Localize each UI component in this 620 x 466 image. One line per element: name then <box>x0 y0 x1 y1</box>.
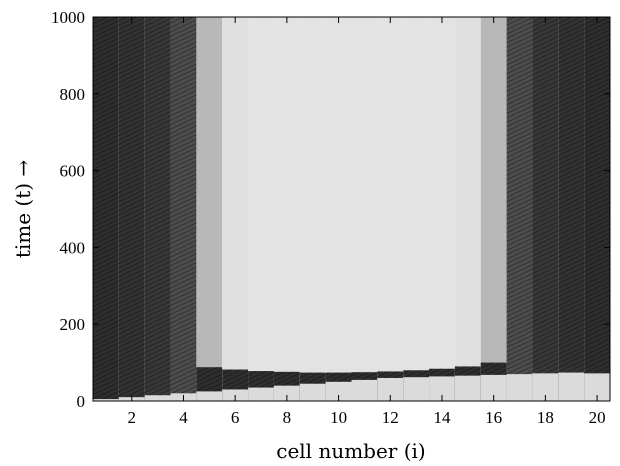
heatmap-texture-19 <box>558 17 585 401</box>
heatmap-front-12 <box>377 377 404 401</box>
heatmap-front-7 <box>248 387 274 401</box>
heatmap-front-13 <box>403 377 430 401</box>
heatmap-texture-4 <box>170 17 197 401</box>
heatmap-texture-20 <box>584 17 610 401</box>
y-tick-label: 600 <box>60 162 86 181</box>
heatmap-front-3 <box>144 395 171 401</box>
heatmap-cell-11 <box>351 17 378 401</box>
plot-frame <box>92 16 611 402</box>
heatmap-texture-3 <box>144 17 171 401</box>
y-tick-label: 200 <box>60 315 86 334</box>
x-tick-label: 10 <box>330 408 347 427</box>
x-tick-label: 4 <box>179 408 188 427</box>
heatmap-front-17 <box>506 374 533 401</box>
heatmap-texture-18 <box>532 17 559 401</box>
y-axis: 0 200 400 600 800 1000 <box>51 8 610 411</box>
x-tick-label: 16 <box>485 408 502 427</box>
x-tick-label: 20 <box>589 408 606 427</box>
heatmap-cell-6 <box>222 17 249 401</box>
heatmap-texture-2 <box>118 17 145 401</box>
heatmap-front-8 <box>273 385 300 401</box>
heatmap-cell-10 <box>325 17 352 401</box>
y-tick-label: 1000 <box>51 8 85 27</box>
heatmap-texture-17 <box>506 17 533 401</box>
x-tick-label: 18 <box>537 408 554 427</box>
heatmap-front-9 <box>299 383 326 401</box>
x-tick-label: 14 <box>433 408 451 427</box>
x-tick-label: 8 <box>283 408 292 427</box>
heatmap-texture-1 <box>93 17 119 401</box>
y-tick-label: 0 <box>77 392 86 411</box>
y-tick-label: 800 <box>60 85 86 104</box>
y-tick-label: 400 <box>60 238 86 257</box>
heatmap-cell-9 <box>299 17 326 401</box>
x-tick-label: 2 <box>128 408 137 427</box>
heatmap-front-11 <box>351 379 378 401</box>
heatmap-cell-5 <box>196 17 223 401</box>
y-axis-label: time (t) → <box>11 160 35 259</box>
heatmap-cell-16 <box>480 17 507 401</box>
x-tick-label: 6 <box>231 408 240 427</box>
heatmap-cell-14 <box>429 17 455 401</box>
x-axis-label: cell number (i) <box>276 439 425 463</box>
x-axis: 2 4 6 8 10 12 14 16 18 20 <box>128 17 606 427</box>
heatmap-cell-13 <box>403 17 430 401</box>
heatmap-front-15 <box>454 375 481 401</box>
heatmap-front-19 <box>558 372 585 401</box>
heatmap-cell-15 <box>454 17 481 401</box>
heatmap-front-10 <box>325 381 352 401</box>
heatmap-cell-8 <box>273 17 300 401</box>
heatmap-front-5 <box>196 391 223 401</box>
plot-area <box>93 17 610 401</box>
heatmap-cell-7 <box>248 17 274 401</box>
heatmap-cell-12 <box>377 17 404 401</box>
x-tick-label: 12 <box>382 408 399 427</box>
heatmap-front-1 <box>93 399 119 401</box>
